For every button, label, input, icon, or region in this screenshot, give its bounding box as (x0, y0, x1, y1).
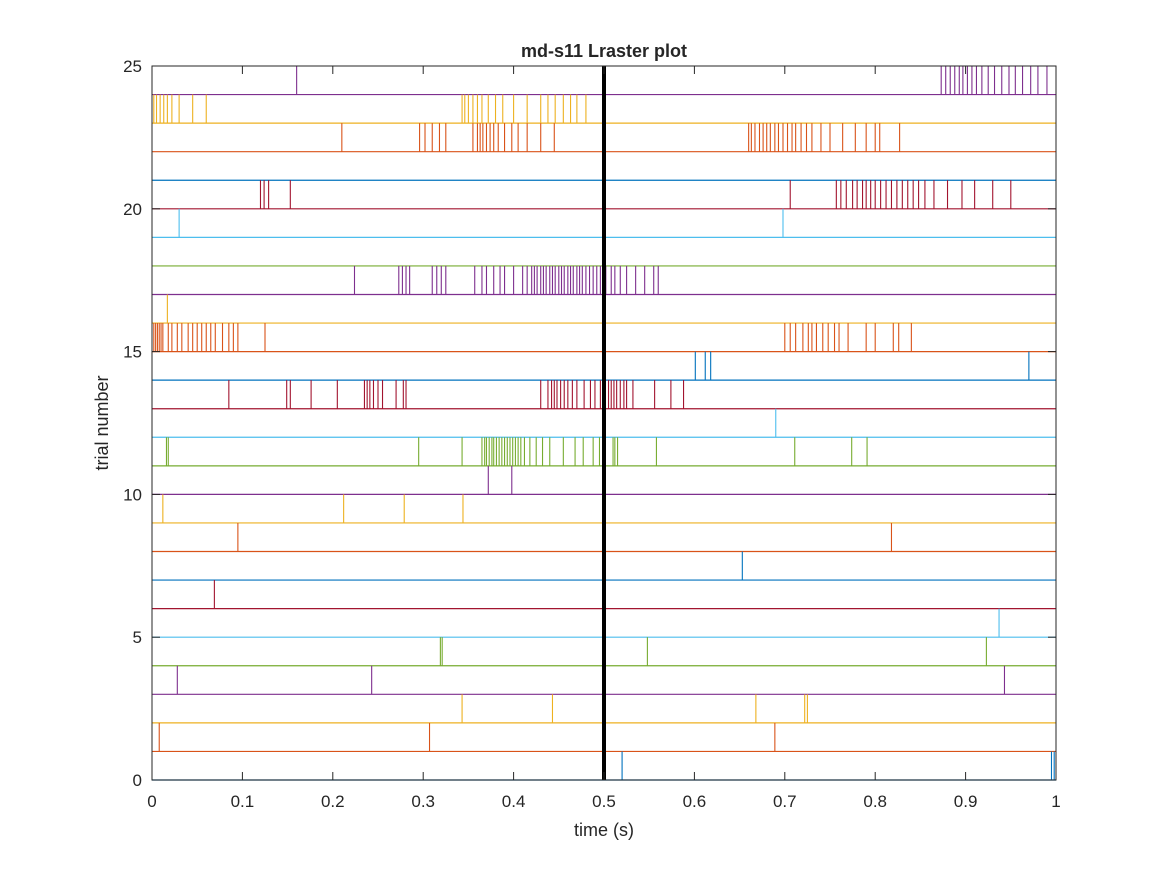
chart-title: md-s11 Lraster plot (521, 41, 687, 61)
x-tick-label: 0.1 (231, 792, 255, 811)
y-tick-label: 5 (133, 628, 142, 647)
y-tick-label: 10 (123, 485, 142, 504)
x-tick-label: 0.8 (863, 792, 887, 811)
x-axis-ticks: 0 0.1 0.2 0.3 0.4 0.5 0.6 0.7 0.8 0.9 1 (147, 66, 1061, 811)
spike-marks (153, 66, 1055, 780)
x-tick-label: 1 (1051, 792, 1060, 811)
x-tick-label: 0.3 (411, 792, 435, 811)
y-tick-label: 15 (123, 343, 142, 362)
y-tick-label: 20 (123, 200, 142, 219)
x-tick-label: 0.2 (321, 792, 345, 811)
x-tick-label: 0.6 (683, 792, 707, 811)
plot-area: 0 0.1 0.2 0.3 0.4 0.5 0.6 0.7 0.8 0.9 1 0 5 10 15 20 25 (123, 57, 1061, 811)
x-axis-label: time (s) (574, 820, 634, 840)
x-tick-label: 0.5 (592, 792, 616, 811)
x-tick-label: 0.4 (502, 792, 526, 811)
x-tick-label: 0.9 (954, 792, 978, 811)
y-axis-label: trial number (92, 375, 112, 470)
x-tick-label: 0.7 (773, 792, 797, 811)
x-tick-label: 0 (147, 792, 156, 811)
y-axis-ticks: 0 5 10 15 20 25 (123, 57, 1056, 790)
y-tick-label: 25 (123, 57, 142, 76)
y-tick-label: 0 (133, 771, 142, 790)
